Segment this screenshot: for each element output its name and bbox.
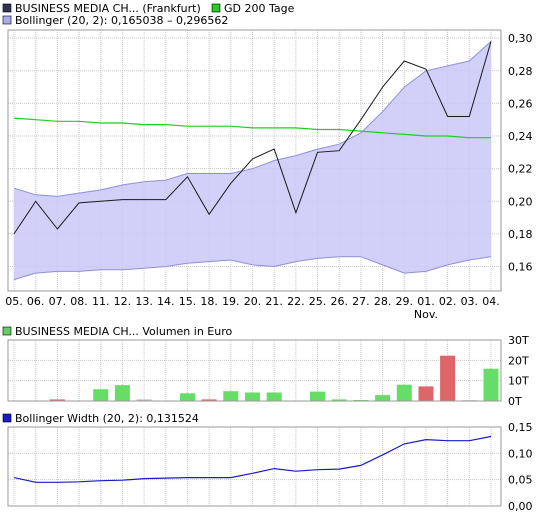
legend-label-price: BUSINESS MEDIA CH... (Frankfurt) (15, 2, 201, 15)
bw-y-tick-label: 0,00 (508, 500, 533, 513)
x-tick-label: 25. (309, 295, 327, 308)
volume-bar-18. (201, 399, 217, 401)
legend-label-volume: BUSINESS MEDIA CH... Volumen in Euro (15, 325, 232, 338)
volume-bar-15. (180, 393, 195, 401)
legend-label-bollinger: Bollinger (20, 2): 0,165038 – 0,296562 (15, 14, 228, 27)
bw-y-tick-label: 0,10 (508, 447, 533, 460)
volume-bar-04. (483, 368, 499, 401)
y-tick-label: 0,18 (508, 228, 533, 241)
volume-bar-07. (49, 399, 65, 401)
x-tick-label: 26. (330, 295, 348, 308)
x-tick-label: 03. (461, 295, 479, 308)
bollinger-upper-line (13, 41, 492, 197)
x-tick-label: 12. (114, 295, 132, 308)
x-tick-label: 13. (135, 295, 153, 308)
x-tick-label: 21. (265, 295, 283, 308)
vol-y-tick-label: 10T (508, 375, 529, 388)
x-tick-label: 07. (49, 295, 67, 308)
x-tick-label: 08. (70, 295, 88, 308)
x-tick-label: 11. (92, 295, 110, 308)
price-line (13, 41, 492, 235)
y-tick-label: 0,28 (508, 65, 533, 78)
volume-bar-21. (266, 392, 282, 401)
legend-swatch-gd200 (211, 3, 221, 13)
gd200-line (13, 117, 491, 139)
volume-bar-25. (310, 391, 325, 401)
volume-bar-20. (245, 392, 260, 401)
x-tick-label: 28. (374, 295, 392, 308)
volume-bar-26. (331, 399, 347, 401)
x-tick-label: 15. (179, 295, 197, 308)
x-tick-sublabel: Nov. (414, 308, 438, 321)
panel-price-frame (7, 29, 502, 292)
x-tick-label: 06. (27, 295, 45, 308)
volume-bar-12. (114, 385, 130, 401)
bollinger-width-line (13, 435, 492, 483)
bw-y-tick-label: 0,15 (508, 421, 533, 434)
vol-y-tick-label: 30T (508, 334, 529, 347)
legend-swatch-bollinger (2, 15, 12, 25)
vol-y-tick-label: 20T (508, 354, 529, 367)
y-tick-label: 0,22 (508, 163, 533, 176)
x-tick-label: 05. (5, 295, 23, 308)
x-tick-label: 01. (417, 295, 435, 308)
bollinger-band (14, 41, 491, 280)
x-tick-label: 20. (244, 295, 262, 308)
panel-width-frame (7, 426, 502, 507)
legend-label-width: Bollinger Width (20, 2): 0,131524 (15, 412, 199, 425)
panel-volume-frame (7, 339, 502, 402)
y-tick-label: 0,20 (508, 195, 533, 208)
legend-swatch-volume (2, 326, 12, 336)
x-tick-label: 22. (287, 295, 305, 308)
y-tick-label: 0,26 (508, 97, 533, 110)
volume-bar-28. (375, 395, 391, 401)
volume-bar-02. (440, 355, 456, 401)
y-tick-label: 0,16 (508, 261, 533, 274)
legend-swatch-price (2, 3, 12, 13)
x-tick-label: 27. (352, 295, 370, 308)
bollinger-lower-line (13, 256, 492, 281)
x-tick-label: 19. (222, 295, 240, 308)
x-tick-label: 29. (396, 295, 414, 308)
volume-bar-19. (223, 391, 239, 401)
volume-bar-13. (136, 399, 152, 401)
x-tick-label: 18. (200, 295, 218, 308)
volume-bar-01. (418, 386, 434, 401)
y-tick-label: 0,24 (508, 130, 533, 143)
volume-bar-29. (396, 384, 412, 401)
y-tick-label: 0,30 (508, 32, 533, 45)
x-tick-label: 02. (439, 295, 457, 308)
volume-bar-11. (93, 389, 109, 401)
vol-y-tick-label: 0T (508, 395, 522, 408)
bw-y-tick-label: 0,05 (508, 474, 533, 487)
x-tick-label: 04. (482, 295, 500, 308)
x-tick-label: 14. (157, 295, 175, 308)
legend-label-gd200: GD 200 Tage (224, 2, 295, 15)
legend-swatch-width (2, 413, 12, 423)
